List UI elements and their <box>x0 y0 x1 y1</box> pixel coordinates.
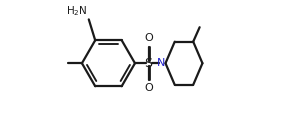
Text: O: O <box>144 83 153 93</box>
Text: N: N <box>156 58 165 68</box>
Text: H$_2$N: H$_2$N <box>65 4 87 18</box>
Text: O: O <box>144 33 153 43</box>
Text: S: S <box>145 57 153 70</box>
